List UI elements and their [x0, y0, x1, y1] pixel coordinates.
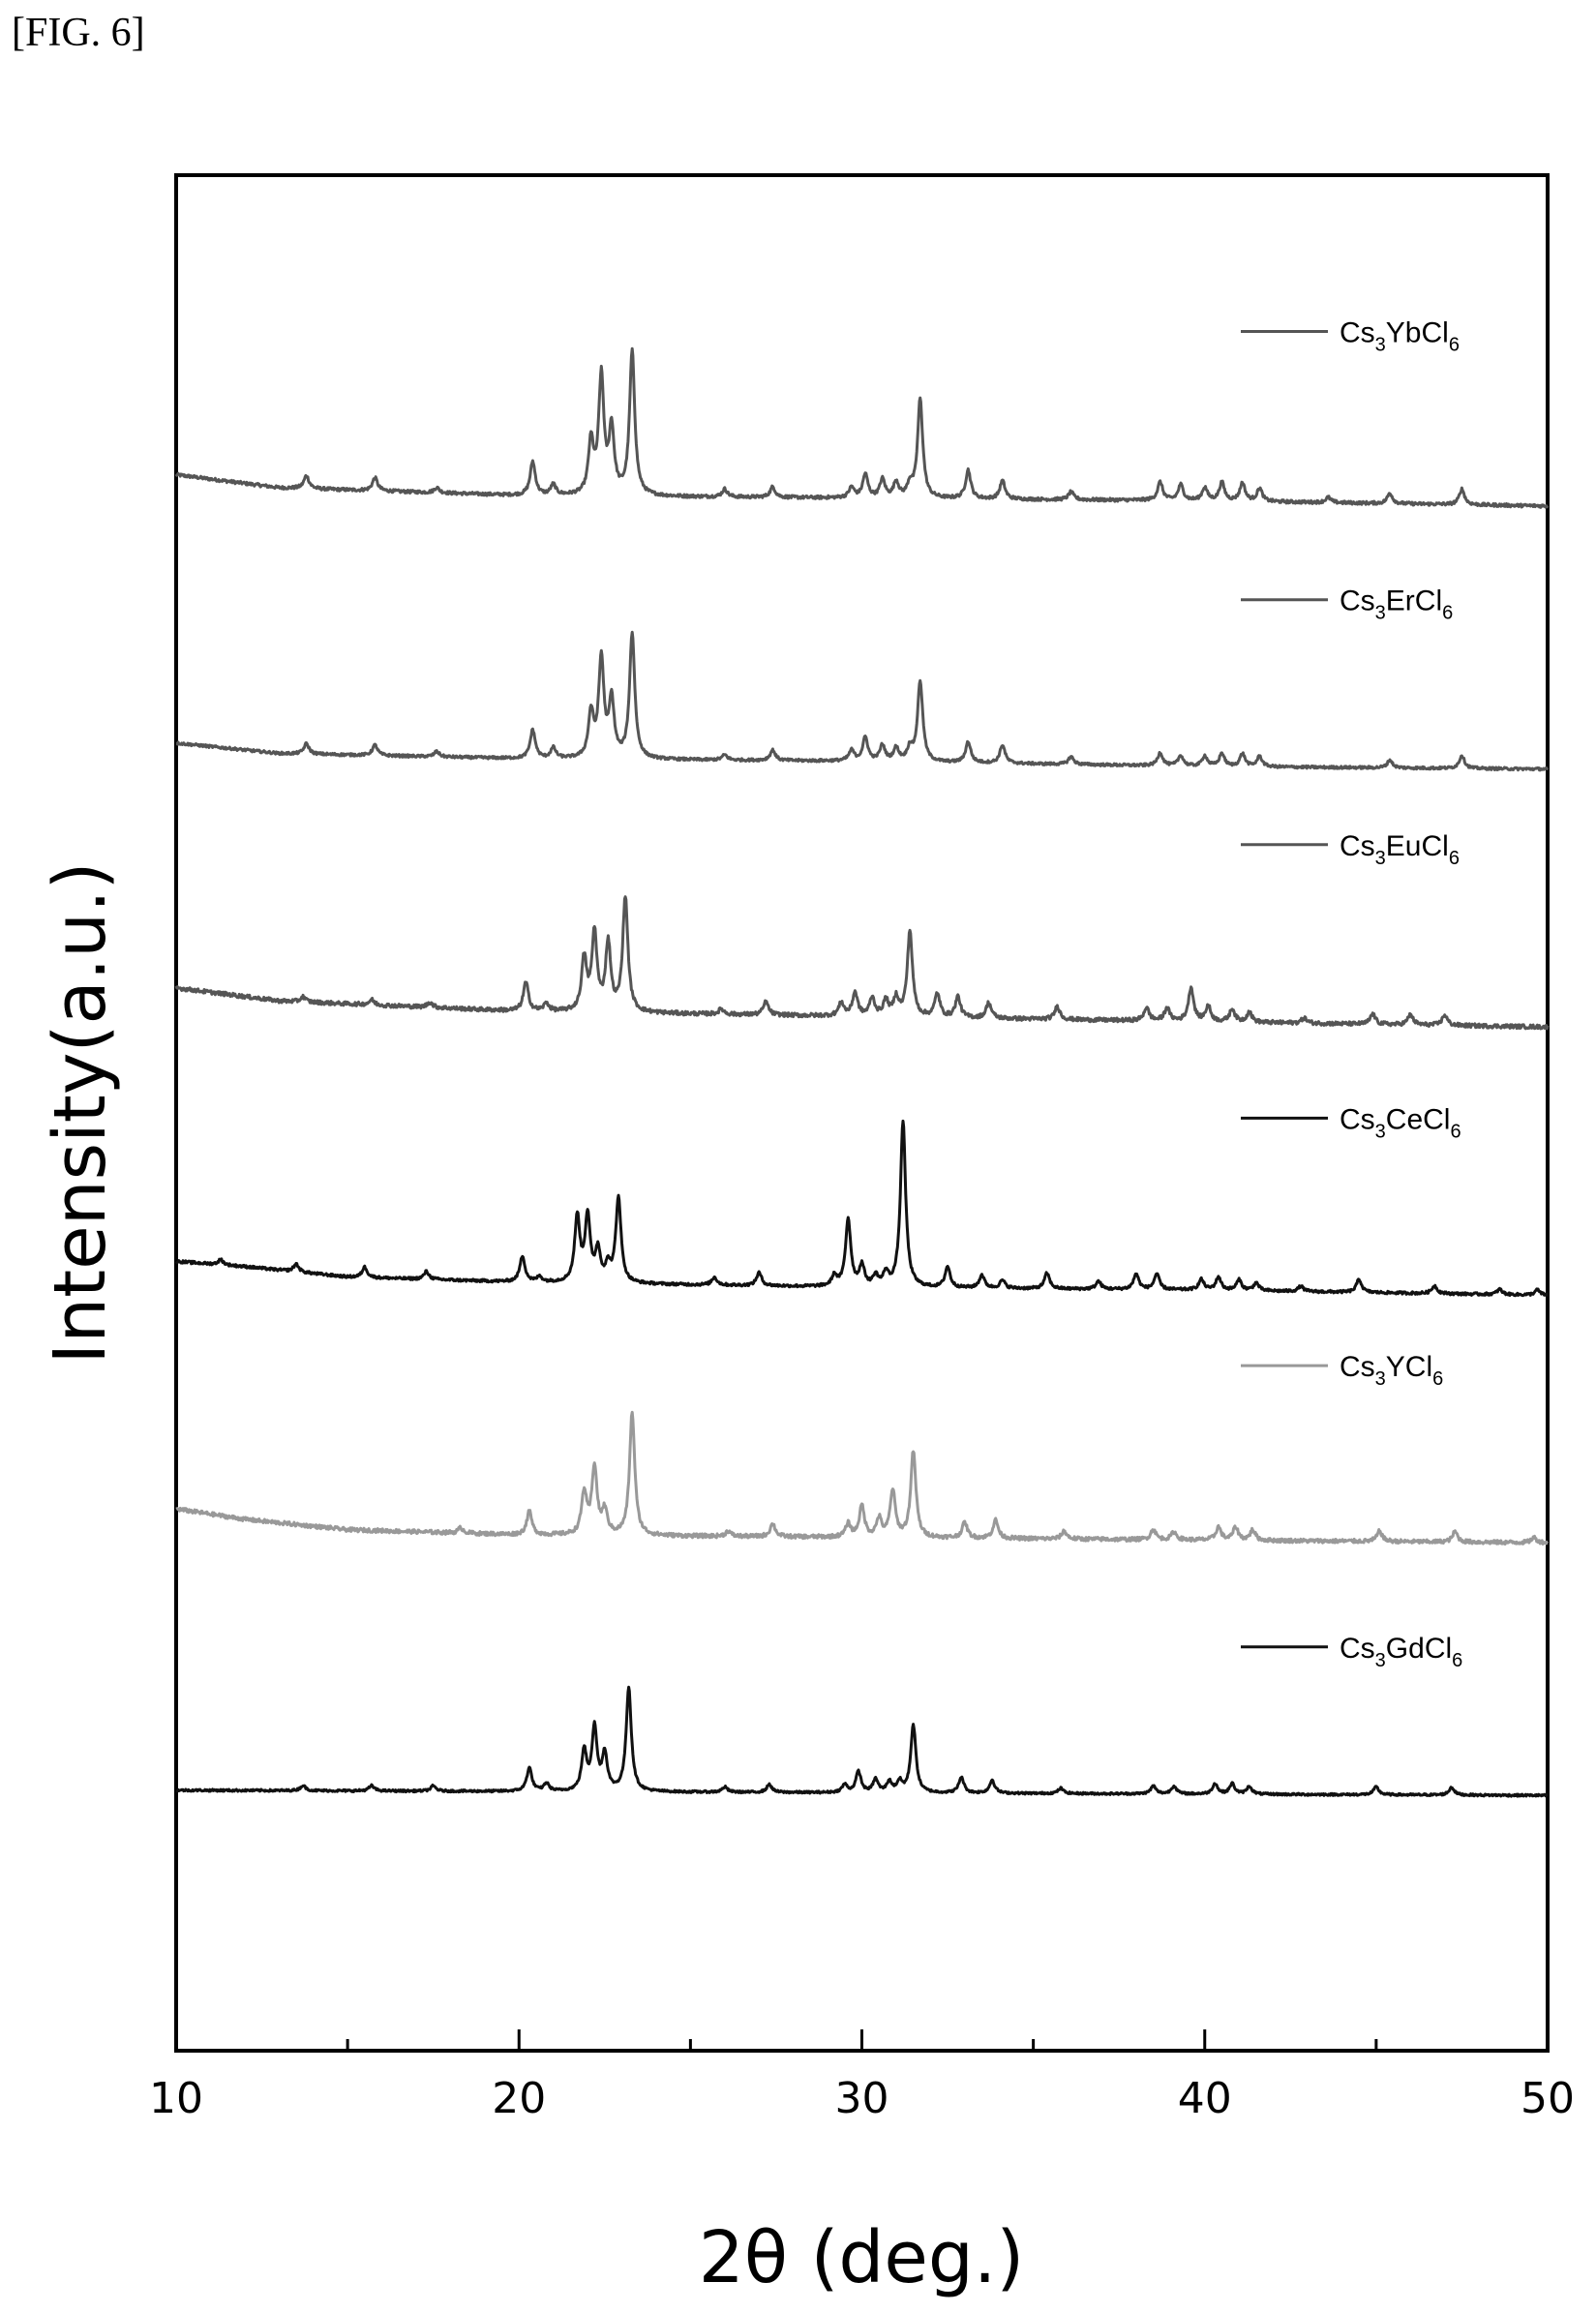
xrd-trace	[174, 1119, 1549, 1298]
x-tick-label: 10	[149, 2074, 203, 2123]
x-tick-label: 40	[1178, 2074, 1232, 2123]
legend-label: Cs3ErCl6	[1340, 586, 1453, 624]
legend-label: Cs3YbCl6	[1340, 317, 1460, 356]
xrd-trace	[175, 1410, 1549, 1546]
figure-label: [FIG. 6]	[12, 11, 145, 55]
legend-label: Cs3EuCl6	[1340, 830, 1460, 869]
xrd-trace	[174, 895, 1550, 1031]
xrd-traces	[174, 346, 1550, 1798]
trace-legends: Cs3YbCl6 Cs3ErCl6 Cs3EuCl6 Cs3CeCl6 Cs3YCl6 C…	[1241, 317, 1462, 1671]
y-axis-label: Intensity(a.u.)	[39, 861, 122, 1364]
xrd-trace	[174, 346, 1550, 509]
x-tick-label: 30	[835, 2074, 889, 2123]
xrd-trace	[175, 630, 1550, 772]
xrd-trace	[175, 1685, 1549, 1798]
legend-label: Cs3GdCl6	[1340, 1633, 1462, 1671]
x-tick-label: 20	[492, 2074, 546, 2123]
x-axis-ticks: 10 20 30 40 50	[149, 2029, 1575, 2123]
x-tick-label: 50	[1521, 2074, 1575, 2123]
legend-label: Cs3CeCl6	[1340, 1103, 1461, 1142]
x-axis-label: 2θ (deg.)	[699, 2216, 1025, 2299]
legend-label: Cs3YCl6	[1340, 1351, 1443, 1390]
